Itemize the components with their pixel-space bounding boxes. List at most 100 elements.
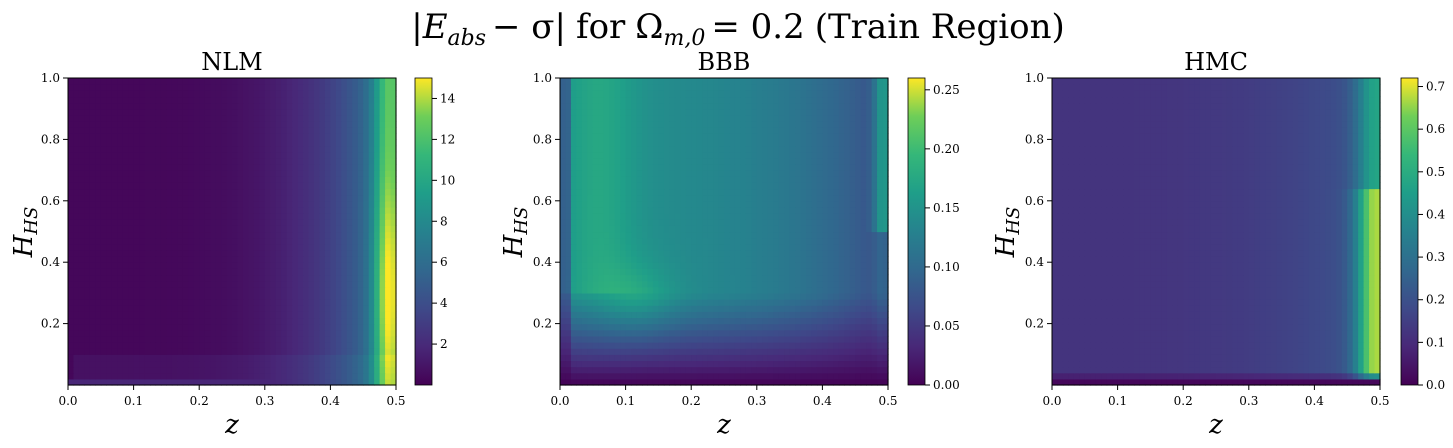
heatmap-cell — [193, 268, 200, 276]
heatmap-cell — [100, 108, 107, 116]
heatmap-cell — [319, 163, 326, 171]
heatmap-cell — [368, 292, 375, 300]
heatmap-cell — [357, 317, 364, 325]
heatmap-cell — [232, 170, 239, 177]
heatmap-cell — [106, 354, 113, 362]
heatmap-cell — [609, 243, 616, 251]
heatmap-cell — [111, 182, 118, 190]
heatmap-cell — [117, 366, 124, 374]
heatmap-cell — [592, 323, 599, 331]
heatmap-cell — [806, 213, 813, 220]
heatmap-cell — [346, 305, 353, 312]
heatmap-cell — [319, 170, 326, 177]
heatmap-cell — [740, 378, 747, 386]
heatmap-cell — [385, 120, 392, 128]
heatmap-cell — [128, 256, 135, 263]
heatmap-cell — [292, 372, 299, 380]
heatmap-cell — [270, 213, 277, 220]
heatmap-cell — [669, 299, 676, 306]
heatmap-cell — [150, 170, 157, 177]
heatmap-cell — [346, 102, 353, 110]
heatmap-cell — [800, 329, 807, 337]
heatmap-cell — [696, 231, 703, 239]
heatmap-cell — [565, 225, 572, 233]
heatmap-cell — [844, 292, 851, 300]
heatmap-cell — [855, 262, 862, 269]
heatmap-cell — [598, 286, 605, 294]
heatmap-cell — [773, 219, 780, 226]
heatmap-cell — [270, 280, 277, 288]
heatmap-cell — [374, 78, 381, 85]
heatmap-cell — [133, 378, 140, 386]
heatmap-cell — [68, 354, 75, 362]
heatmap-cell — [122, 274, 129, 282]
heatmap-cell — [762, 249, 769, 257]
heatmap-cell — [270, 176, 277, 183]
heatmap-cell — [281, 225, 288, 233]
heatmap-cell — [385, 317, 392, 325]
heatmap-cell — [264, 176, 271, 183]
heatmap-cell — [133, 268, 140, 276]
heatmap-cell — [155, 366, 162, 374]
heatmap-cell — [166, 102, 173, 110]
heatmap-cell — [374, 84, 381, 91]
heatmap-cell — [767, 335, 774, 343]
heatmap-cell — [122, 262, 129, 269]
heatmap-cell — [68, 182, 75, 190]
heatmap-cell — [614, 188, 621, 196]
heatmap-cell — [729, 286, 736, 294]
heatmap-cell — [78, 378, 85, 386]
heatmap-cell — [188, 378, 195, 386]
heatmap-cell — [171, 268, 178, 276]
heatmap-cell — [773, 274, 780, 282]
heatmap-cell — [106, 243, 113, 251]
heatmap-cell — [275, 274, 282, 282]
heatmap-cell — [242, 366, 249, 374]
heatmap-cell — [248, 163, 255, 171]
heatmap-cell — [614, 354, 621, 362]
heatmap-cell — [226, 299, 233, 306]
heatmap-cell — [297, 127, 304, 134]
heatmap-cell — [166, 348, 173, 355]
heatmap-cell — [390, 225, 397, 233]
heatmap-cell — [248, 120, 255, 128]
heatmap-cell — [292, 219, 299, 226]
heatmap-cell — [751, 311, 758, 319]
heatmap-cell — [210, 280, 217, 288]
heatmap-cell — [822, 256, 829, 263]
heatmap-cell — [663, 323, 670, 331]
heatmap-cell — [352, 225, 359, 233]
heatmap-cell — [144, 378, 151, 386]
heatmap-cell — [89, 256, 96, 263]
heatmap-cell — [871, 311, 878, 319]
heatmap-cell — [281, 84, 288, 91]
heatmap-cell — [73, 157, 80, 165]
heatmap-cell — [330, 90, 337, 98]
heatmap-cell — [833, 243, 840, 251]
heatmap-cell — [642, 268, 649, 276]
heatmap-cell — [598, 219, 605, 226]
heatmap-cell — [806, 323, 813, 331]
heatmap-cell — [838, 286, 845, 294]
heatmap-cell — [68, 366, 75, 374]
heatmap-cell — [303, 114, 310, 122]
heatmap-cell — [685, 348, 692, 355]
heatmap-cell — [598, 366, 605, 374]
heatmap-cell — [685, 262, 692, 269]
heatmap-cell — [352, 249, 359, 257]
heatmap-cell — [620, 280, 627, 288]
heatmap-cell — [762, 372, 769, 380]
heatmap-cell — [822, 237, 829, 245]
heatmap-cell — [570, 231, 577, 239]
x-tick-label: 0.5 — [386, 394, 405, 408]
heatmap-cell — [642, 219, 649, 226]
heatmap-cell — [631, 243, 638, 251]
heatmap-cell — [150, 114, 157, 122]
heatmap-cell — [68, 311, 75, 319]
heatmap-cell — [128, 102, 135, 110]
heatmap-cell — [166, 305, 173, 312]
heatmap-cell — [281, 206, 288, 214]
heatmap-cell — [368, 237, 375, 245]
heatmap-cell — [106, 329, 113, 337]
heatmap-cell — [669, 237, 676, 245]
